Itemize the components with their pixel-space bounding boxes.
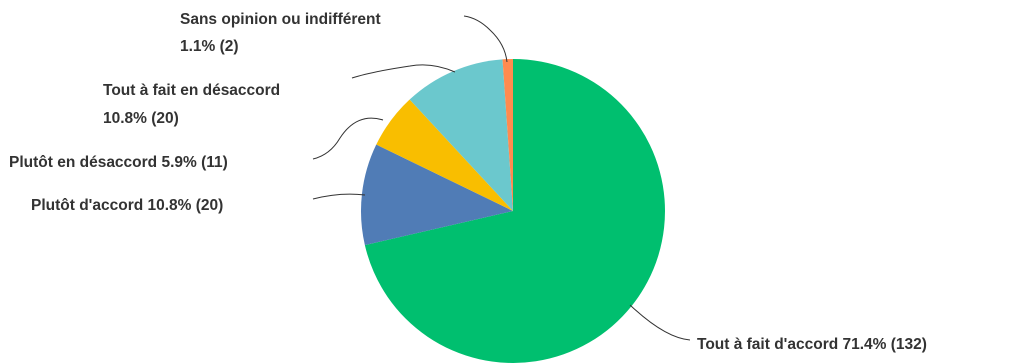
label-sans-opinion-name: Sans opinion ou indifférent (180, 11, 381, 28)
pie-slice-0 (364, 59, 665, 363)
pie-slice-4 (502, 58, 513, 211)
leader-tout-a-fait-desaccord (351, 64, 456, 79)
pie-slice-2 (376, 99, 513, 211)
label-tout-a-fait-desaccord-value: 10.8% (20) (103, 110, 179, 127)
pie-slice-1 (360, 144, 513, 246)
leader-tout-a-fait-accord (629, 304, 691, 341)
label-sans-opinion-value: 1.1% (2) (180, 38, 239, 55)
label-tout-a-fait-desaccord-name: Tout à fait en désaccord (103, 82, 280, 99)
leader-plutot-accord (312, 193, 366, 200)
leader-plutot-desaccord (312, 117, 384, 160)
leader-sans-opinion (463, 15, 508, 63)
pie-slice-3 (409, 59, 513, 211)
label-plutot-desaccord: Plutôt en désaccord 5.9% (11) (9, 154, 228, 171)
label-tout-a-fait-accord: Tout à fait d'accord 71.4% (132) (697, 336, 927, 353)
label-plutot-accord: Plutôt d'accord 10.8% (20) (31, 197, 223, 214)
